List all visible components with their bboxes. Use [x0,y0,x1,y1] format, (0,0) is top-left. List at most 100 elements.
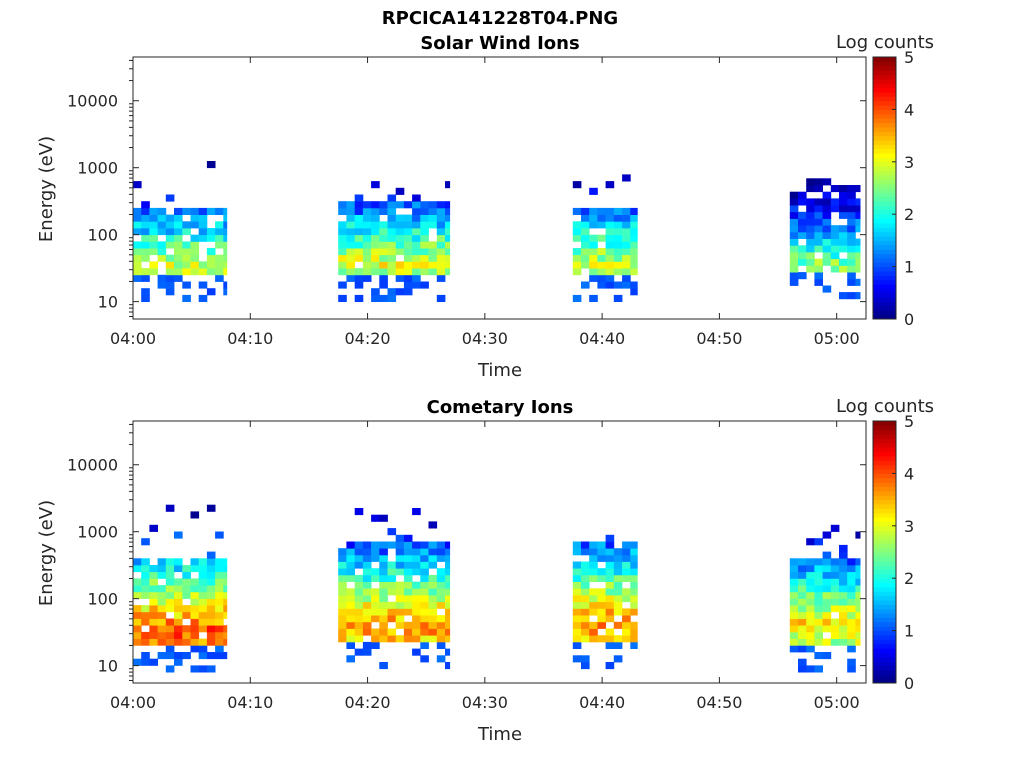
heatmap-cell [215,274,224,282]
heatmap-cell [789,252,799,260]
heatmap-cell [165,234,175,242]
heatmap-cell [855,252,861,260]
heatmap-cell [174,625,183,633]
colorbar-segment [873,630,896,636]
heatmap-cell [806,598,815,606]
heatmap-cell [206,631,216,639]
heatmap-cell [822,238,832,246]
heatmap-cell [789,278,799,286]
heatmap-cell [445,588,451,596]
heatmap-cell [572,588,582,596]
heatmap-cell [572,228,582,236]
heatmap-cell [412,621,421,629]
heatmap-cell [589,214,598,222]
heatmap-cell [613,601,623,609]
colorbar-segment [873,279,896,285]
heatmap-cell [839,638,848,646]
heatmap-cell [206,288,216,296]
heatmap-cell [830,252,840,260]
heatmap-cell [387,635,397,643]
heatmap-cell [789,198,799,206]
heatmap-cell [379,234,388,242]
heatmap-cell [839,618,848,626]
colorbar-segment [873,556,896,562]
heatmap-cell [338,268,347,276]
heatmap-cell [855,205,861,213]
heatmap-cell [165,598,175,606]
colorbar-segment [873,157,896,163]
heatmap-cell [157,618,167,626]
heatmap-cell [445,201,451,209]
heatmap-cell [814,625,823,633]
heatmap-cell [190,605,200,613]
heatmap-cell [428,554,438,562]
heatmap-cell [589,574,598,582]
heatmap-cell [346,254,355,262]
heatmap-cell [630,608,638,616]
heatmap-cell [798,218,807,226]
heatmap-cell [379,662,388,670]
heatmap-cell [362,261,372,269]
heatmap-cell [855,558,861,566]
heatmap-cell [839,258,848,266]
colorbar: 0 1 2 3 4 5 [872,48,914,329]
heatmap-cell [157,591,167,599]
heatmap-cell [436,541,446,549]
heatmap-cell [223,605,228,613]
heatmap-cell [165,578,175,586]
colorbar-segment [873,135,896,141]
heatmap-cell [215,631,224,639]
heatmap-cell [855,625,861,633]
heatmap-cell [420,608,429,616]
heatmap-cell [630,254,638,262]
heatmap-cell [174,558,183,566]
heatmap-cell [412,194,421,202]
heatmap-cell [814,558,823,566]
heatmap-cell [149,565,158,573]
heatmap-cell [847,211,856,219]
colorbar-segment [873,543,896,549]
heatmap-cell [174,268,183,276]
colorbar-segment [873,166,896,172]
colorbar-segment [873,240,896,246]
heatmap-cell [157,214,167,222]
heatmap-cell [822,252,832,260]
colorbar-tick-label: 0 [904,674,914,693]
colorbar-segment [873,656,896,662]
heatmap-cell [346,574,355,582]
heatmap-cell [436,548,446,556]
heatmap-cell [605,261,615,269]
heatmap-cell [198,294,208,302]
heatmap-cell [789,211,799,219]
heatmap-cell [387,234,397,242]
heatmap-cell [133,638,142,646]
heatmap-cell [613,241,623,249]
heatmap-cell [597,635,606,643]
heatmap-cell [403,601,413,609]
heatmap-cell [814,278,823,286]
heatmap-cell [581,234,590,242]
heatmap-cell [338,248,347,256]
heatmap-cell [847,605,856,613]
y-axis-label: Energy (eV) [36,500,57,606]
heatmap-cell [206,551,216,559]
heatmap-cell [605,534,615,542]
heatmap-cell [589,294,598,302]
heatmap-cell [223,578,228,586]
heatmap-cell [223,565,228,573]
heatmap-cell [198,585,208,593]
x-tick-label: 05:00 [814,693,860,712]
heatmap-cell [613,621,623,629]
heatmap-cell [190,565,200,573]
heatmap-cell [605,281,615,289]
heatmap-cell [839,571,848,579]
x-tick-label: 04:50 [696,329,742,348]
heatmap-cell [165,565,175,573]
heatmap-cell [798,245,807,253]
heatmap-cell [445,628,451,636]
heatmap-cell [387,615,397,623]
heatmap-cell [379,568,388,576]
heatmap-cell [806,238,815,246]
heatmap-cell [338,234,347,242]
heatmap-cell [847,292,856,300]
